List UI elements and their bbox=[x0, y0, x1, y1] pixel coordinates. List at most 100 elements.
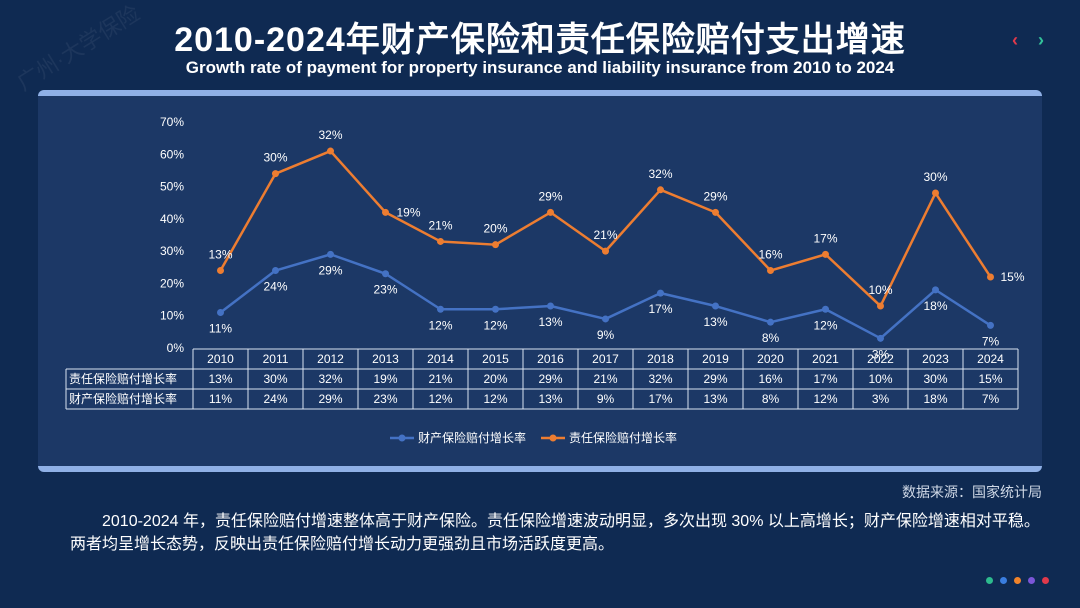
x-category-label: 2022 bbox=[867, 352, 894, 366]
x-category-label: 2016 bbox=[537, 352, 564, 366]
x-category-label: 2019 bbox=[702, 352, 729, 366]
legend-swatch-marker bbox=[398, 434, 406, 442]
decorative-dot bbox=[1028, 577, 1035, 584]
liability-series-point bbox=[217, 267, 224, 275]
property-series-point bbox=[822, 305, 829, 313]
x-category-label: 2024 bbox=[977, 352, 1004, 366]
property-series-point bbox=[492, 305, 499, 313]
table-cell: 21% bbox=[593, 372, 617, 386]
liability-data-label: 10% bbox=[868, 283, 892, 297]
table-row-header: 财产保险赔付增长率 bbox=[69, 391, 177, 406]
x-category-label: 2013 bbox=[372, 352, 399, 366]
liability-series-point bbox=[987, 273, 994, 281]
table-cell: 20% bbox=[483, 372, 507, 386]
property-data-label: 18% bbox=[923, 299, 947, 313]
property-series-point bbox=[437, 305, 444, 313]
decorative-dot bbox=[1042, 577, 1049, 584]
x-category-label: 2021 bbox=[812, 352, 839, 366]
property-series-point bbox=[272, 267, 279, 275]
property-series-point bbox=[657, 289, 664, 297]
x-category-label: 2023 bbox=[922, 352, 949, 366]
table-cell: 17% bbox=[813, 372, 837, 386]
liability-data-label: 30% bbox=[263, 151, 287, 165]
table-cell: 12% bbox=[483, 392, 507, 406]
table-cell: 24% bbox=[263, 392, 287, 406]
property-data-label: 13% bbox=[538, 315, 562, 329]
liability-data-label: 32% bbox=[648, 167, 672, 181]
property-series-point bbox=[327, 250, 334, 258]
liability-series-point bbox=[327, 147, 334, 155]
liability-data-label: 15% bbox=[1001, 270, 1025, 284]
x-category-label: 2018 bbox=[647, 352, 674, 366]
table-cell: 13% bbox=[208, 372, 232, 386]
property-data-label: 29% bbox=[318, 263, 342, 277]
liability-series-point bbox=[492, 241, 499, 249]
property-data-label: 13% bbox=[703, 315, 727, 329]
chart-panel: 0% 10% 20% 30% 40% 50% 60% 70% 2010 2011 2012 2013 2… bbox=[38, 90, 1042, 472]
x-category-label: 2020 bbox=[757, 352, 784, 366]
y-tick-label: 0% bbox=[167, 341, 185, 355]
liability-series-point bbox=[932, 189, 939, 197]
liability-series-point bbox=[877, 302, 884, 310]
x-category-label: 2015 bbox=[482, 352, 509, 366]
table-cell: 13% bbox=[538, 392, 562, 406]
liability-data-label: 17% bbox=[813, 231, 837, 245]
table-cell: 29% bbox=[538, 372, 562, 386]
page-title: 2010-2024年财产保险和责任保险赔付支出增速 bbox=[174, 21, 906, 59]
table-cell: 18% bbox=[923, 392, 947, 406]
property-series-point bbox=[382, 270, 389, 278]
y-tick-label: 70% bbox=[160, 115, 184, 129]
table-cell: 13% bbox=[703, 392, 727, 406]
data-source: 数据来源：国家统计局 bbox=[902, 484, 1042, 500]
table-cell: 8% bbox=[762, 392, 780, 406]
property-series-point bbox=[987, 321, 994, 329]
table-cell: 32% bbox=[648, 372, 672, 386]
table-cell: 21% bbox=[428, 372, 452, 386]
liability-data-label: 29% bbox=[703, 189, 727, 203]
chevron-right-icon[interactable]: › bbox=[1038, 30, 1044, 50]
property-data-label: 12% bbox=[428, 318, 452, 332]
y-tick-label: 40% bbox=[160, 212, 184, 226]
y-tick-label: 20% bbox=[160, 276, 184, 290]
property-data-label: 23% bbox=[373, 283, 397, 297]
liability-data-label: 29% bbox=[538, 189, 562, 203]
table-cell: 12% bbox=[813, 392, 837, 406]
summary-paragraph: 2010-2024 年，责任保险赔付增速整体高于财产保险。责任保险增速波动明显，… bbox=[70, 513, 1040, 553]
table-cell: 17% bbox=[648, 392, 672, 406]
liability-data-label: 21% bbox=[593, 228, 617, 242]
y-tick-label: 60% bbox=[160, 147, 184, 161]
decorative-dots bbox=[986, 577, 1049, 584]
decorative-dot bbox=[986, 577, 993, 584]
liability-data-label: 16% bbox=[758, 248, 782, 262]
table-cell: 29% bbox=[703, 372, 727, 386]
liability-series-point bbox=[547, 208, 554, 216]
table-cell: 19% bbox=[373, 372, 397, 386]
property-data-label: 11% bbox=[209, 321, 232, 335]
table-cell: 32% bbox=[318, 372, 342, 386]
y-tick-label: 10% bbox=[160, 309, 184, 323]
property-data-label: 8% bbox=[762, 331, 780, 345]
table-cell: 10% bbox=[868, 372, 892, 386]
table-row-header: 责任保险赔付增长率 bbox=[69, 371, 177, 386]
liability-series-point bbox=[657, 186, 664, 194]
decorative-dot bbox=[1000, 577, 1007, 584]
table-cell: 9% bbox=[597, 392, 615, 406]
legend-swatch-marker bbox=[549, 434, 557, 442]
property-series-point bbox=[767, 318, 774, 326]
x-category-label: 2014 bbox=[427, 352, 454, 366]
liability-data-label: 20% bbox=[483, 222, 507, 236]
liability-series-point bbox=[712, 208, 719, 216]
liability-series-point bbox=[437, 237, 444, 245]
table-cell: 30% bbox=[923, 372, 947, 386]
table-cell: 29% bbox=[318, 392, 342, 406]
property-data-label: 7% bbox=[982, 334, 1000, 348]
table-cell: 3% bbox=[872, 392, 890, 406]
property-series-point bbox=[217, 308, 224, 316]
property-data-label: 12% bbox=[483, 318, 507, 332]
liability-data-label: 19% bbox=[397, 205, 421, 219]
liability-data-label: 32% bbox=[318, 128, 342, 142]
y-tick-label: 30% bbox=[160, 244, 184, 258]
table-cell: 16% bbox=[758, 372, 782, 386]
table-cell: 7% bbox=[982, 392, 1000, 406]
chevron-left-icon[interactable]: ‹ bbox=[1012, 30, 1018, 50]
